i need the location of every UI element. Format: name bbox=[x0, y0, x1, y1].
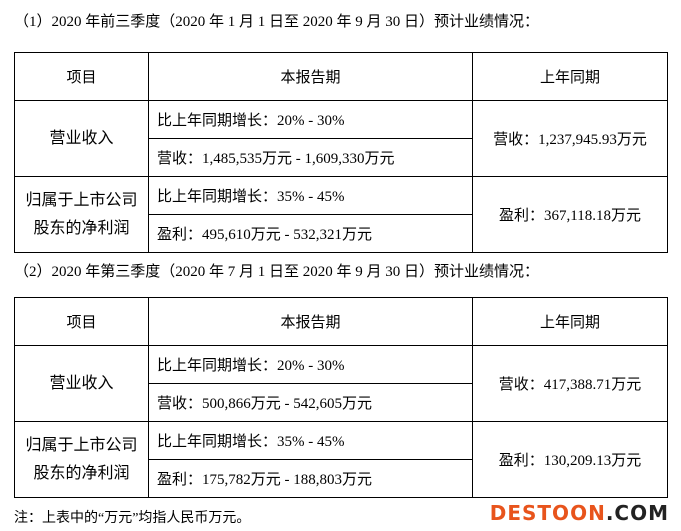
current-cell: 比上年同期增长：20% - 30% bbox=[148, 345, 473, 384]
header-row: 项目 本报告期 上年同期 bbox=[14, 297, 668, 346]
header-cell: 本报告期 bbox=[148, 297, 473, 346]
header-cell: 项目 bbox=[14, 297, 149, 346]
item-cell: 营业收入 bbox=[14, 100, 149, 177]
header-cell: 项目 bbox=[14, 52, 149, 101]
header-cell: 上年同期 bbox=[472, 52, 668, 101]
footnote: 注：上表中的“万元”均指人民币万元。 bbox=[14, 511, 251, 526]
watermark-brand: DESTOON bbox=[489, 501, 606, 525]
data-row: 盈利：495,610万元 - 532,321万元 bbox=[15, 214, 668, 253]
current-cell: 盈利：175,782万元 - 188,803万元 bbox=[148, 459, 473, 498]
data-row: 归属于上市公司股东的净利润 比上年同期增长：35% - 45% 盈利：130,209… bbox=[14, 421, 668, 498]
current-cell: 比上年同期增长：35% - 45% bbox=[148, 421, 473, 460]
previous-cell: 营收：417,388.71万元 bbox=[472, 345, 668, 422]
current-cell: 比上年同期增长：35% - 45% bbox=[148, 176, 473, 215]
previous-cell: 盈利：367,118.18万元 bbox=[472, 176, 668, 253]
header-cell: 上年同期 bbox=[472, 297, 668, 346]
item-cell: 归属于上市公司股东的净利润 bbox=[14, 421, 149, 498]
forecast-table: 项目 本报告期 上年同期 营业收入 比上年同期增长：20% - 30% 营收：1,237,… bbox=[14, 52, 668, 253]
section-heading: （1）2020 年前三季度（2020 年 1 月 1 日至 2020 年 9 月… bbox=[14, 14, 540, 30]
data-row: 营收：1,485,535万元 - 1,609,330万元 bbox=[15, 138, 668, 177]
forecast-table: 项目 本报告期 上年同期 营业收入 比上年同期增长：20% - 30% 营收：417,38… bbox=[14, 297, 668, 498]
data-row: 营业收入 比上年同期增长：20% - 30% 营收：1,237,945.93万元 bbox=[14, 100, 668, 177]
section-heading: （2）2020 年第三季度（2020 年 7 月 1 日至 2020 年 9 月… bbox=[14, 264, 540, 280]
watermark-suffix: .COM bbox=[605, 501, 669, 525]
item-cell: 归属于上市公司股东的净利润 bbox=[14, 176, 149, 253]
current-cell: 营收：500,866万元 - 542,605万元 bbox=[148, 383, 473, 422]
data-row: 盈利：175,782万元 - 188,803万元 bbox=[15, 459, 668, 498]
watermark: DESTOON.COM bbox=[490, 501, 669, 525]
previous-cell: 盈利：130,209.13万元 bbox=[472, 421, 668, 498]
current-cell: 比上年同期增长：20% - 30% bbox=[148, 100, 473, 139]
current-cell: 营收：1,485,535万元 - 1,609,330万元 bbox=[148, 138, 473, 177]
header-row: 项目 本报告期 上年同期 bbox=[14, 52, 668, 101]
data-row: 营业收入 比上年同期增长：20% - 30% 营收：417,388.71万元 bbox=[14, 345, 668, 422]
data-row: 归属于上市公司股东的净利润 比上年同期增长：35% - 45% 盈利：367,118… bbox=[14, 176, 668, 253]
previous-cell: 营收：1,237,945.93万元 bbox=[472, 100, 668, 177]
header-cell: 本报告期 bbox=[148, 52, 473, 101]
current-cell: 盈利：495,610万元 - 532,321万元 bbox=[148, 214, 473, 253]
item-cell: 营业收入 bbox=[14, 345, 149, 422]
